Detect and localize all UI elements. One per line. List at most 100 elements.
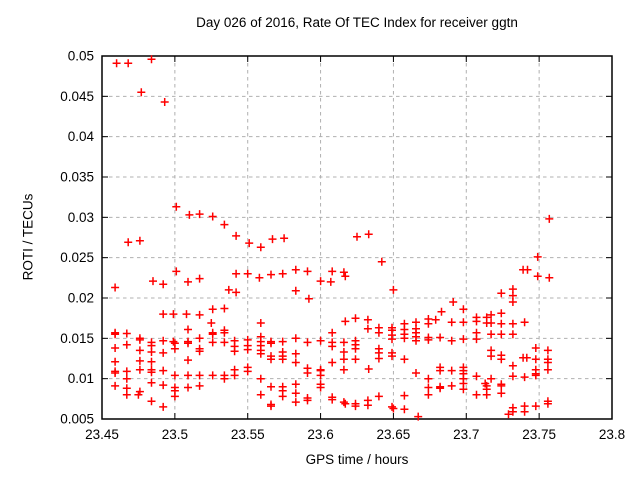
data-point-marker (278, 337, 287, 346)
data-point-marker (111, 330, 120, 339)
data-point-marker (195, 334, 204, 343)
data-point-marker (543, 399, 552, 408)
data-point-marker (112, 59, 121, 68)
data-point-marker (291, 265, 300, 274)
data-point-marker (255, 273, 264, 282)
data-point-marker (159, 336, 168, 345)
data-point-marker (487, 374, 496, 383)
data-point-marker (447, 336, 456, 345)
data-point-marker (497, 381, 506, 390)
data-point-marker (414, 412, 423, 421)
data-point-marker (436, 333, 445, 342)
data-point-marker (208, 338, 217, 347)
data-point-marker (195, 274, 204, 283)
data-point-marker (303, 338, 312, 347)
x-tick-label: 23.7 (453, 427, 479, 442)
data-point-marker (135, 346, 144, 355)
y-tick-label: 0.01 (68, 371, 94, 386)
data-point-marker (169, 310, 178, 319)
data-point-marker (424, 374, 433, 383)
data-point-marker (522, 353, 531, 362)
x-tick-label: 23.75 (522, 427, 556, 442)
data-point-marker (497, 389, 506, 398)
data-point-marker (487, 330, 496, 339)
data-point-marker (328, 358, 337, 367)
data-point-marker (533, 252, 542, 261)
chart-title: Day 026 of 2016, Rate Of TEC Index for r… (196, 15, 518, 30)
data-point-marker (412, 336, 420, 345)
data-point-marker (184, 383, 192, 392)
y-tick-label: 0.05 (68, 49, 94, 64)
data-point-marker (278, 355, 287, 364)
data-point-marker (520, 373, 529, 382)
data-point-marker (147, 348, 156, 356)
data-point-marker (424, 319, 433, 328)
data-point-marker (267, 355, 275, 364)
data-point-marker (487, 310, 496, 319)
data-point-marker (122, 390, 131, 399)
data-point-marker (351, 355, 360, 364)
data-point-marker (147, 55, 156, 64)
data-point-marker (412, 369, 420, 377)
data-point-marker (170, 371, 179, 380)
data-point-marker (291, 398, 300, 407)
data-point-marker (184, 356, 192, 365)
data-point-marker (504, 410, 513, 419)
data-point-marker (449, 298, 458, 306)
data-point-marker (341, 272, 350, 281)
data-point-marker (436, 384, 445, 393)
data-point-marker (304, 294, 313, 303)
data-point-marker (388, 402, 396, 411)
data-point-marker (159, 280, 168, 289)
data-point-marker (363, 324, 372, 333)
plot-border (101, 55, 613, 420)
y-axis-label: ROTI / TECUs (20, 193, 36, 281)
data-point-marker (497, 330, 506, 339)
data-point-marker (328, 267, 337, 276)
data-point-marker (316, 383, 325, 392)
data-point-marker (374, 392, 383, 401)
data-point-marker (508, 330, 517, 339)
data-point-marker (243, 367, 252, 376)
data-point-marker (341, 399, 350, 408)
data-point-marker (135, 356, 144, 365)
data-point-marker (232, 269, 241, 278)
data-point-marker (531, 355, 540, 364)
data-point-marker (523, 265, 532, 274)
data-point-marker (195, 310, 204, 319)
data-point-marker (459, 305, 468, 314)
y-tick-label: 0.015 (60, 331, 94, 346)
data-point-marker (351, 344, 360, 353)
data-point-marker (122, 340, 131, 349)
data-point-marker (520, 318, 529, 327)
data-point-marker (147, 378, 156, 387)
data-point-marker (182, 310, 191, 319)
data-point-marker (137, 88, 146, 97)
data-point-marker (122, 329, 131, 338)
tick-marks (101, 55, 613, 420)
data-point-marker (339, 348, 348, 356)
data-point-marker (291, 389, 300, 398)
data-point-marker (267, 402, 275, 411)
data-point-marker (256, 349, 265, 358)
data-point-marker (472, 390, 481, 399)
y-tick-label: 0.005 (60, 412, 94, 427)
data-point-marker (377, 257, 386, 266)
data-point-marker (545, 214, 554, 223)
data-point-marker (364, 230, 373, 239)
data-point-marker (487, 319, 496, 327)
data-point-marker (497, 309, 506, 318)
data-point-marker (220, 304, 229, 313)
y-axis-tick-labels: 0.005 0.01 0.015 0.02 0.025 0.03 0.035 0.04 0.04… (60, 49, 94, 427)
data-point-marker (328, 342, 337, 351)
data-point-marker (278, 392, 287, 401)
data-point-marker (291, 334, 300, 343)
y-tick-label: 0.04 (68, 129, 95, 144)
data-point-marker (339, 365, 348, 374)
data-point-marker (220, 328, 229, 337)
data-point-marker (400, 391, 409, 400)
data-point-marker (437, 307, 446, 316)
x-axis-tick-labels: 23.45 23.5 23.55 23.6 23.65 23.7 23.75 23.8 (85, 427, 625, 442)
data-point-marker (224, 285, 233, 294)
